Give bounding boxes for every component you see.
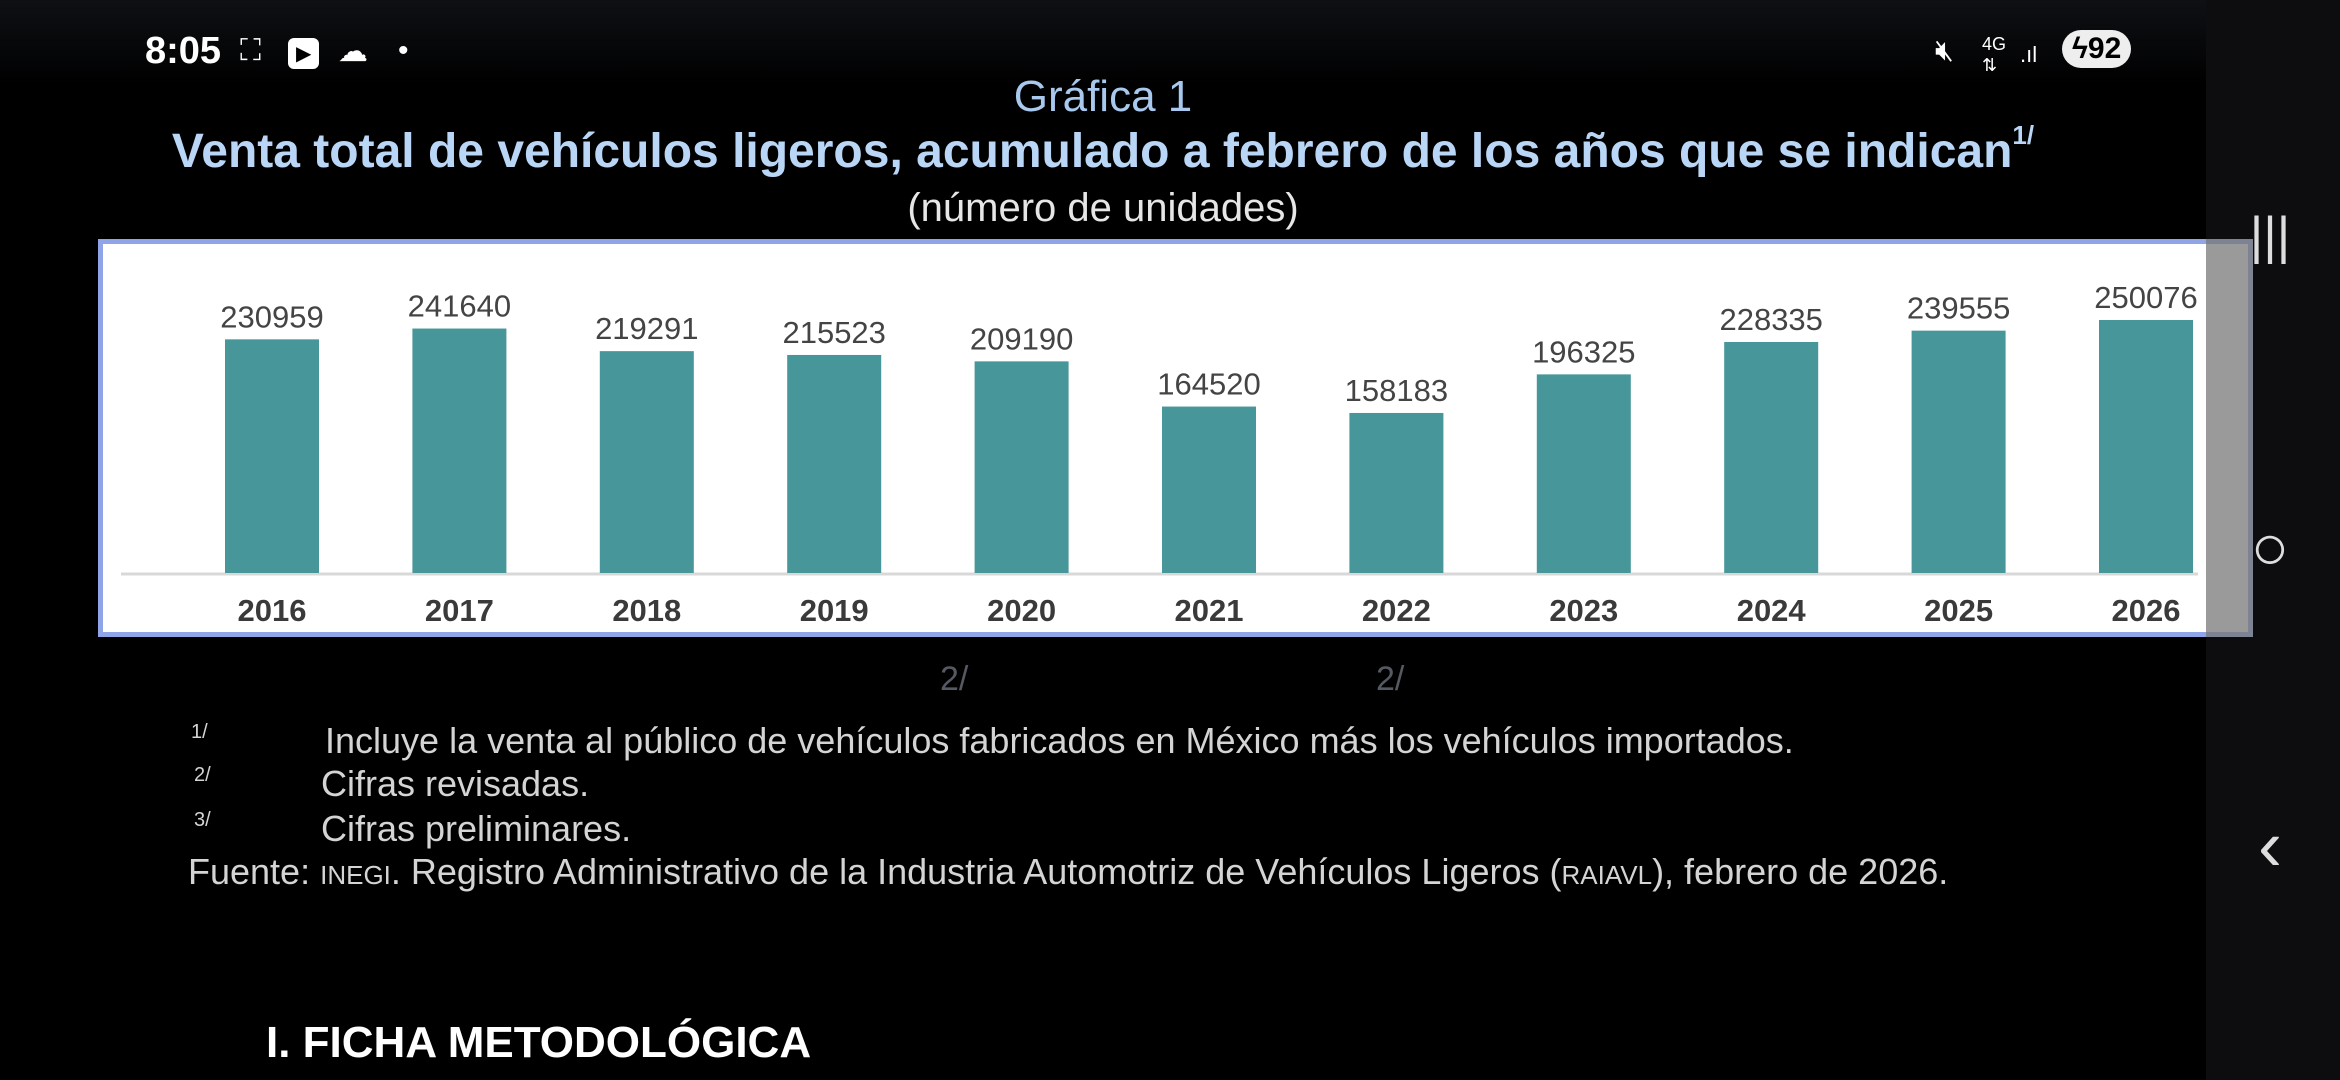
bar-2018 bbox=[599, 351, 694, 573]
bar-2021 bbox=[1162, 406, 1256, 573]
x-tick-label: 2021 bbox=[1175, 593, 1244, 628]
bar-2023 bbox=[1536, 374, 1631, 573]
title-footnote-mark: 1/ bbox=[2012, 120, 2035, 150]
footnote-text: Cifras revisadas. bbox=[321, 763, 590, 804]
dot-icon: • bbox=[398, 34, 409, 67]
bar-2017 bbox=[412, 328, 507, 573]
screenshot-icon: ⛶ bbox=[240, 34, 261, 67]
bar-2022 bbox=[1349, 412, 1444, 573]
footnote-mark: 1/ bbox=[191, 721, 208, 743]
signal-icon: .ıl bbox=[2020, 42, 2038, 67]
data-label: 196325 bbox=[1532, 334, 1635, 369]
section-heading: I. FICHA METODOLÓGICA bbox=[266, 1018, 812, 1067]
data-label: 250076 bbox=[2094, 280, 2197, 315]
back-button[interactable]: ‹ bbox=[2258, 806, 2282, 886]
footnote-text: Cifras preliminares. bbox=[321, 808, 632, 849]
battery-indicator: ϟ92 bbox=[2062, 30, 2132, 68]
x-tick-label: 2022 bbox=[1362, 593, 1431, 628]
4g-icon: 4G ⇅ bbox=[1982, 34, 2007, 75]
x-tick-label: 2019 bbox=[800, 593, 869, 628]
data-label: 215523 bbox=[782, 315, 885, 350]
recents-button[interactable]: ||| bbox=[2249, 207, 2291, 265]
data-label: 228335 bbox=[1719, 302, 1822, 337]
bar-2026 bbox=[2099, 320, 2193, 573]
data-label: 209190 bbox=[970, 321, 1073, 356]
x-tick-label: 2026 bbox=[2112, 593, 2181, 628]
x-tick-label: 2017 bbox=[425, 593, 494, 628]
footnote-mark: 3/ bbox=[194, 809, 211, 831]
footnote-mark-below: 2/ bbox=[940, 660, 969, 698]
bar-chart: 230959 2016 241640 2017 219291 2018 215523 2019… bbox=[121, 280, 2198, 628]
data-label: 241640 bbox=[408, 289, 511, 324]
data-label: 158183 bbox=[1345, 373, 1448, 408]
bar-2019 bbox=[787, 354, 882, 573]
chart-subtitle: (número de unidades) bbox=[907, 186, 1299, 230]
data-label: 164520 bbox=[1157, 367, 1260, 402]
chart-title: Venta total de vehículos ligeros, acumul… bbox=[0, 120, 2206, 179]
chart-label: Gráfica 1 bbox=[1013, 72, 1193, 121]
bar-2016 bbox=[225, 339, 319, 573]
chart-frame: 230959 2016 241640 2017 219291 2018 215523 2019… bbox=[98, 239, 2253, 637]
source-suffix: ), febrero de 2026. bbox=[1652, 851, 1949, 892]
chart-title-text: Venta total de vehículos ligeros, acumul… bbox=[171, 125, 2013, 178]
home-button[interactable]: ○ bbox=[2250, 511, 2290, 583]
bar-2025 bbox=[1911, 330, 2006, 573]
footnote-text: Incluye la venta al público de vehículos… bbox=[325, 720, 1794, 761]
data-label: 230959 bbox=[220, 299, 323, 334]
x-tick-label: 2025 bbox=[1924, 593, 1993, 628]
x-tick-label: 2018 bbox=[612, 593, 681, 628]
footnote-mark-below: 2/ bbox=[1376, 660, 1405, 698]
data-label: 239555 bbox=[1907, 291, 2010, 326]
youtube-icon: ▶ bbox=[288, 38, 320, 69]
x-tick-label: 2016 bbox=[238, 593, 307, 628]
footnote-mark: 2/ bbox=[194, 764, 211, 786]
data-label: 219291 bbox=[595, 311, 698, 346]
source-text: . Registro Administrativo de la Industri… bbox=[390, 851, 1562, 892]
status-bar bbox=[0, 0, 2206, 85]
x-tick-label: 2024 bbox=[1737, 593, 1807, 628]
source-org: INEGI bbox=[320, 860, 391, 890]
source-note: Fuente: INEGI. Registro Administrativo d… bbox=[188, 851, 1948, 893]
mute-icon: 🔇︎ bbox=[1935, 34, 1954, 67]
bar-2020 bbox=[974, 361, 1069, 573]
chart-scroll-shade bbox=[2206, 239, 2253, 637]
cloud-icon: ☁ bbox=[338, 35, 368, 68]
source-prefix: Fuente: bbox=[188, 851, 311, 892]
source-abbr: RAIAVL bbox=[1561, 860, 1653, 890]
x-tick-label: 2023 bbox=[1549, 593, 1618, 628]
bar-2024 bbox=[1724, 341, 1819, 573]
battery-charging-icon: ϟ bbox=[2072, 32, 2088, 65]
status-time: 8:05 bbox=[145, 30, 222, 72]
x-tick-label: 2020 bbox=[987, 593, 1056, 628]
